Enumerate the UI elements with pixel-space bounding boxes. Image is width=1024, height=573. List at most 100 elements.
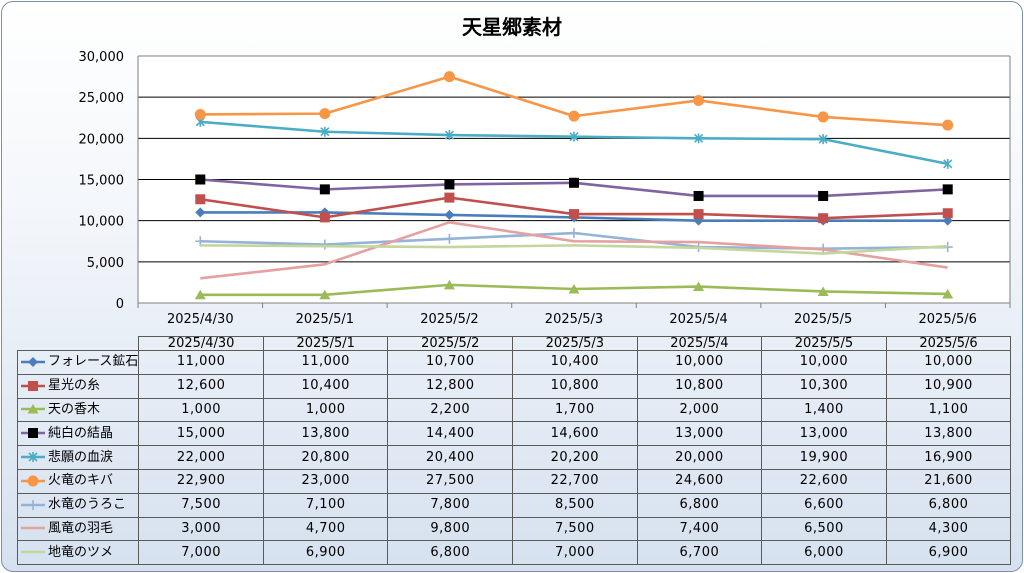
table-cell: 10,000	[885, 350, 1012, 375]
series-7	[200, 221, 948, 280]
table-row: 純白の結晶 15,000 13,800 14,400 14,600 13,000 13,00…	[16, 421, 1012, 447]
data-point	[443, 71, 455, 83]
table-header-cell: 2025/5/4	[636, 336, 763, 351]
series-3	[195, 174, 953, 201]
series-name: 火竜のキバ	[48, 473, 114, 489]
x-tick-label: 2025/5/5	[794, 312, 852, 327]
x-tick-label: 2025/5/1	[296, 312, 354, 327]
data-point	[694, 133, 704, 144]
legend-key	[21, 452, 45, 463]
table-cell: 12,600	[138, 373, 264, 399]
table-cell: 22,700	[512, 468, 638, 494]
legend-entry: 悲願の血涙	[16, 445, 140, 470]
series-layer	[194, 71, 954, 300]
legend-key	[21, 404, 45, 414]
table-cell: 10,700	[387, 350, 514, 375]
legend-key	[21, 356, 45, 367]
table-cell: 15,000	[138, 421, 264, 447]
data-point	[693, 209, 704, 220]
y-tick-label: 30,000	[79, 50, 125, 65]
table-cell: 13,800	[262, 421, 389, 447]
data-point	[28, 380, 38, 391]
table-cell: 12,800	[387, 373, 514, 399]
data-point	[569, 131, 579, 142]
data-point	[942, 119, 954, 131]
table-cell: 27,500	[387, 468, 514, 494]
table-header-cell: 2025/4/30	[138, 336, 264, 351]
table-cell: 22,600	[761, 468, 887, 494]
table-cell: 6,000	[761, 540, 887, 566]
table-cell: 24,600	[636, 468, 763, 494]
x-tick-label: 2025/5/4	[669, 312, 727, 327]
data-point	[693, 190, 704, 201]
table-cell: 22,900	[138, 468, 264, 494]
x-axis: 2025/4/30 2025/5/1 2025/5/2 2025/5/3 2025/5/…	[137, 303, 1011, 327]
data-point	[942, 288, 954, 299]
data-point	[319, 184, 330, 195]
table-cell: 6,600	[761, 492, 887, 518]
table-header-cell: 2025/5/2	[387, 336, 514, 351]
table-cell: 10,900	[885, 373, 1012, 399]
x-tick-label: 2025/5/3	[545, 312, 603, 327]
table-cell: 19,900	[761, 445, 887, 470]
data-point	[817, 111, 829, 123]
data-point	[27, 475, 39, 487]
table-cell: 1,100	[885, 397, 1012, 423]
y-tick-label: 25,000	[79, 91, 125, 106]
series-4	[195, 116, 953, 169]
data-point	[195, 194, 206, 205]
table-cell: 10,800	[636, 373, 763, 399]
table-cell: 10,400	[512, 350, 638, 375]
data-point	[27, 404, 39, 414]
table-cell: 13,800	[885, 421, 1012, 447]
legend-key	[21, 551, 45, 554]
table-cell: 20,800	[262, 445, 389, 470]
data-point	[818, 190, 829, 201]
table-cell: 3,000	[138, 516, 264, 542]
data-point	[569, 177, 579, 188]
data-point	[818, 134, 828, 145]
y-tick-label: 10,000	[79, 215, 125, 230]
chart-title: 天星郷素材	[462, 15, 562, 39]
table-cell: 1,400	[761, 397, 887, 423]
table-cell: 2,200	[387, 397, 514, 423]
table-cell: 6,800	[885, 492, 1012, 518]
data-point	[28, 452, 38, 463]
series-2	[194, 279, 954, 300]
data-point	[320, 126, 330, 137]
series-name: 天の香木	[48, 401, 101, 417]
data-point	[319, 108, 331, 120]
table-cell: 7,000	[512, 540, 638, 566]
data-point	[444, 179, 455, 190]
series-line	[200, 244, 948, 255]
data-point	[28, 499, 38, 510]
table-cell: 4,300	[885, 516, 1012, 542]
data-point	[195, 174, 206, 185]
legend-entry: 水竜のうろこ	[16, 492, 140, 518]
data-point	[568, 284, 580, 294]
table-row: 天の香木 1,000 1,000 2,200 1,700 2,000 1,400 1,100	[16, 397, 1012, 423]
table-cell: 10,800	[512, 373, 638, 399]
table-cell: 1,000	[262, 397, 389, 423]
data-point	[568, 110, 580, 122]
data-point	[443, 279, 455, 290]
table-cell: 1,700	[512, 397, 638, 423]
series-8	[200, 244, 948, 255]
data-point	[319, 239, 330, 250]
table-cell: 7,500	[138, 492, 264, 518]
table-cell: 13,000	[636, 421, 763, 447]
legend-key	[21, 499, 45, 510]
series-name: フォレース鉱石	[48, 354, 139, 370]
table-header-cell: 2025/5/3	[512, 336, 638, 351]
data-point	[194, 289, 206, 300]
table-cell: 13,000	[761, 421, 887, 447]
data-point	[569, 228, 579, 239]
table-header-cell: 2025/5/5	[761, 336, 887, 351]
x-tick-label: 2025/4/30	[167, 312, 234, 327]
table-cell: 8,500	[512, 492, 638, 518]
series-5	[194, 71, 954, 131]
table-cell: 10,300	[761, 373, 887, 399]
table-cell: 6,500	[761, 516, 887, 542]
data-point	[444, 209, 455, 220]
table-cell: 14,400	[387, 421, 514, 447]
